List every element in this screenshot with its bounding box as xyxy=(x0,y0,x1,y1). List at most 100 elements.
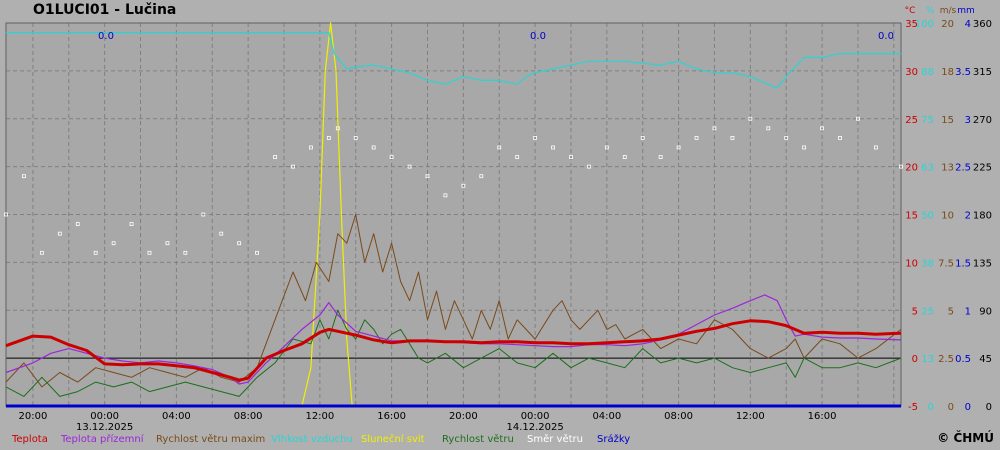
wind-direction-point xyxy=(551,145,555,150)
wind-direction-point xyxy=(622,155,627,159)
chart-title: O1LUCI01 - Lučina xyxy=(33,2,177,18)
legend-item: Teplota xyxy=(12,434,48,445)
wind-direction-point xyxy=(389,155,394,159)
axis-tick-direction: 315 xyxy=(973,67,992,78)
x-tick-label: 12:00 xyxy=(736,411,765,422)
axis-tick-humidity: 63 xyxy=(921,163,934,174)
precip-total-label: 0.0 xyxy=(98,31,114,42)
x-tick-label: 16:00 xyxy=(377,411,406,422)
wind-direction-point xyxy=(93,250,98,255)
x-date-label: 13.12.2025 xyxy=(76,422,133,433)
axis-tick-direction: 90 xyxy=(979,306,992,317)
wind-direction-point xyxy=(587,164,591,169)
axis-tick-temp: 10 xyxy=(905,258,918,269)
axis-tick-wind: 2.5 xyxy=(938,354,954,365)
wind-direction-point xyxy=(39,250,44,255)
wind-direction-point xyxy=(4,212,8,217)
wind-direction-point xyxy=(802,145,807,150)
axis-tick-humidity: 75 xyxy=(921,115,934,126)
legend-item: Vlhkost vzduchu xyxy=(271,434,353,445)
x-tick-label: 08:00 xyxy=(664,411,693,422)
axis-tick-temp: 15 xyxy=(905,211,918,222)
x-tick-label: 16:00 xyxy=(808,411,837,422)
wind-direction-point xyxy=(533,135,538,140)
wind-direction-point xyxy=(838,135,842,140)
axis-unit-humidity: % xyxy=(926,6,935,16)
axis-tick-temp: 35 xyxy=(905,19,918,30)
legend-item: Rychlost větru maxim xyxy=(156,434,266,445)
wind-direction-point xyxy=(461,183,466,188)
wind-direction-point xyxy=(407,164,412,169)
wind-direction-point xyxy=(712,126,717,131)
wind-direction-point xyxy=(604,145,609,150)
axis-tick-temp: 25 xyxy=(905,115,918,126)
axis-tick-direction: 180 xyxy=(973,211,992,222)
wind-direction-point xyxy=(856,116,860,121)
wind-direction-point xyxy=(569,155,573,159)
wind-direction-point xyxy=(291,164,295,169)
wind-direction-point xyxy=(326,135,331,140)
series-group xyxy=(4,22,903,408)
legend-item: Teplota přízemní xyxy=(61,434,144,445)
wind-direction-point xyxy=(201,212,206,217)
precip-total-label: 0.0 xyxy=(530,31,546,42)
wind-direction-point xyxy=(75,222,80,226)
x-axis: 20:00 00:00 13.12.2025 04:00 08:00 12:00 16:00… xyxy=(18,411,836,433)
axis-tick-temp: 20 xyxy=(905,163,918,174)
axis-tick-humidity: 100 xyxy=(915,19,934,30)
axis-tick-precip: 1.5 xyxy=(955,258,971,269)
wind-direction-point xyxy=(237,241,242,246)
axis-tick-temp: 0 xyxy=(912,354,918,365)
x-date-label: 14.12.2025 xyxy=(506,422,563,433)
axis-unit-temp: °C xyxy=(905,6,916,16)
axis-tick-direction: 360 xyxy=(973,19,992,30)
x-tick-label: 04:00 xyxy=(162,411,191,422)
axis-tick-direction: 45 xyxy=(979,354,992,365)
wind-direction-point xyxy=(497,145,502,150)
axis-unit-wind: m/s xyxy=(940,6,957,16)
axis-tick-precip: 0.5 xyxy=(955,354,971,365)
wind-direction-point xyxy=(694,135,699,140)
wind-direction-point xyxy=(730,135,735,140)
series-slune-n-svit xyxy=(6,22,901,407)
wind-direction-point xyxy=(353,135,358,140)
axis-tick-precip: 0 xyxy=(965,402,971,413)
axis-tick-wind: 0 xyxy=(948,402,954,413)
axis-tick-humidity: 88 xyxy=(921,67,934,78)
series-vlhkost-vzduchu xyxy=(6,32,901,89)
x-tick-label: 04:00 xyxy=(592,411,621,422)
wind-direction-point xyxy=(147,250,152,255)
wind-direction-point xyxy=(22,174,26,179)
axis-tick-precip: 3.5 xyxy=(955,67,971,78)
precip-total-label: 0.0 xyxy=(878,31,894,42)
wind-direction-point xyxy=(165,241,170,246)
axis-tick-precip: 2.5 xyxy=(955,163,971,174)
axis-tick-temp: -5 xyxy=(908,402,918,413)
wind-direction-point xyxy=(873,145,878,150)
axis-tick-wind: 10 xyxy=(941,211,954,222)
wind-direction-point xyxy=(443,193,448,198)
wind-direction-point xyxy=(515,155,520,159)
wind-direction-point xyxy=(748,116,753,121)
axis-tick-precip: 2 xyxy=(965,211,971,222)
wind-direction-point xyxy=(129,222,134,226)
axis-tick-wind: 18 xyxy=(941,67,954,78)
wind-direction-point xyxy=(425,174,430,179)
axis-tick-wind: 7.5 xyxy=(938,258,954,269)
axis-tick-wind: 13 xyxy=(941,163,954,174)
axes: 35302520151050-5°C100887563503825130%201… xyxy=(98,6,992,413)
wind-direction-point xyxy=(784,135,789,140)
legend-item: Sluneční svit xyxy=(361,434,425,445)
axis-tick-humidity: 50 xyxy=(921,211,934,222)
wind-direction-point xyxy=(335,126,340,131)
x-tick-label: 00:00 xyxy=(521,411,550,422)
x-tick-label: 20:00 xyxy=(449,411,478,422)
x-tick-label: 08:00 xyxy=(234,411,263,422)
axis-tick-humidity: 25 xyxy=(921,306,934,317)
axis-tick-humidity: 13 xyxy=(921,354,934,365)
axis-tick-direction: 225 xyxy=(973,163,992,174)
axis-tick-temp: 30 xyxy=(905,67,918,78)
axis-tick-precip: 4 xyxy=(965,19,971,30)
wind-direction-point xyxy=(766,126,771,131)
wind-direction-point xyxy=(309,145,313,150)
